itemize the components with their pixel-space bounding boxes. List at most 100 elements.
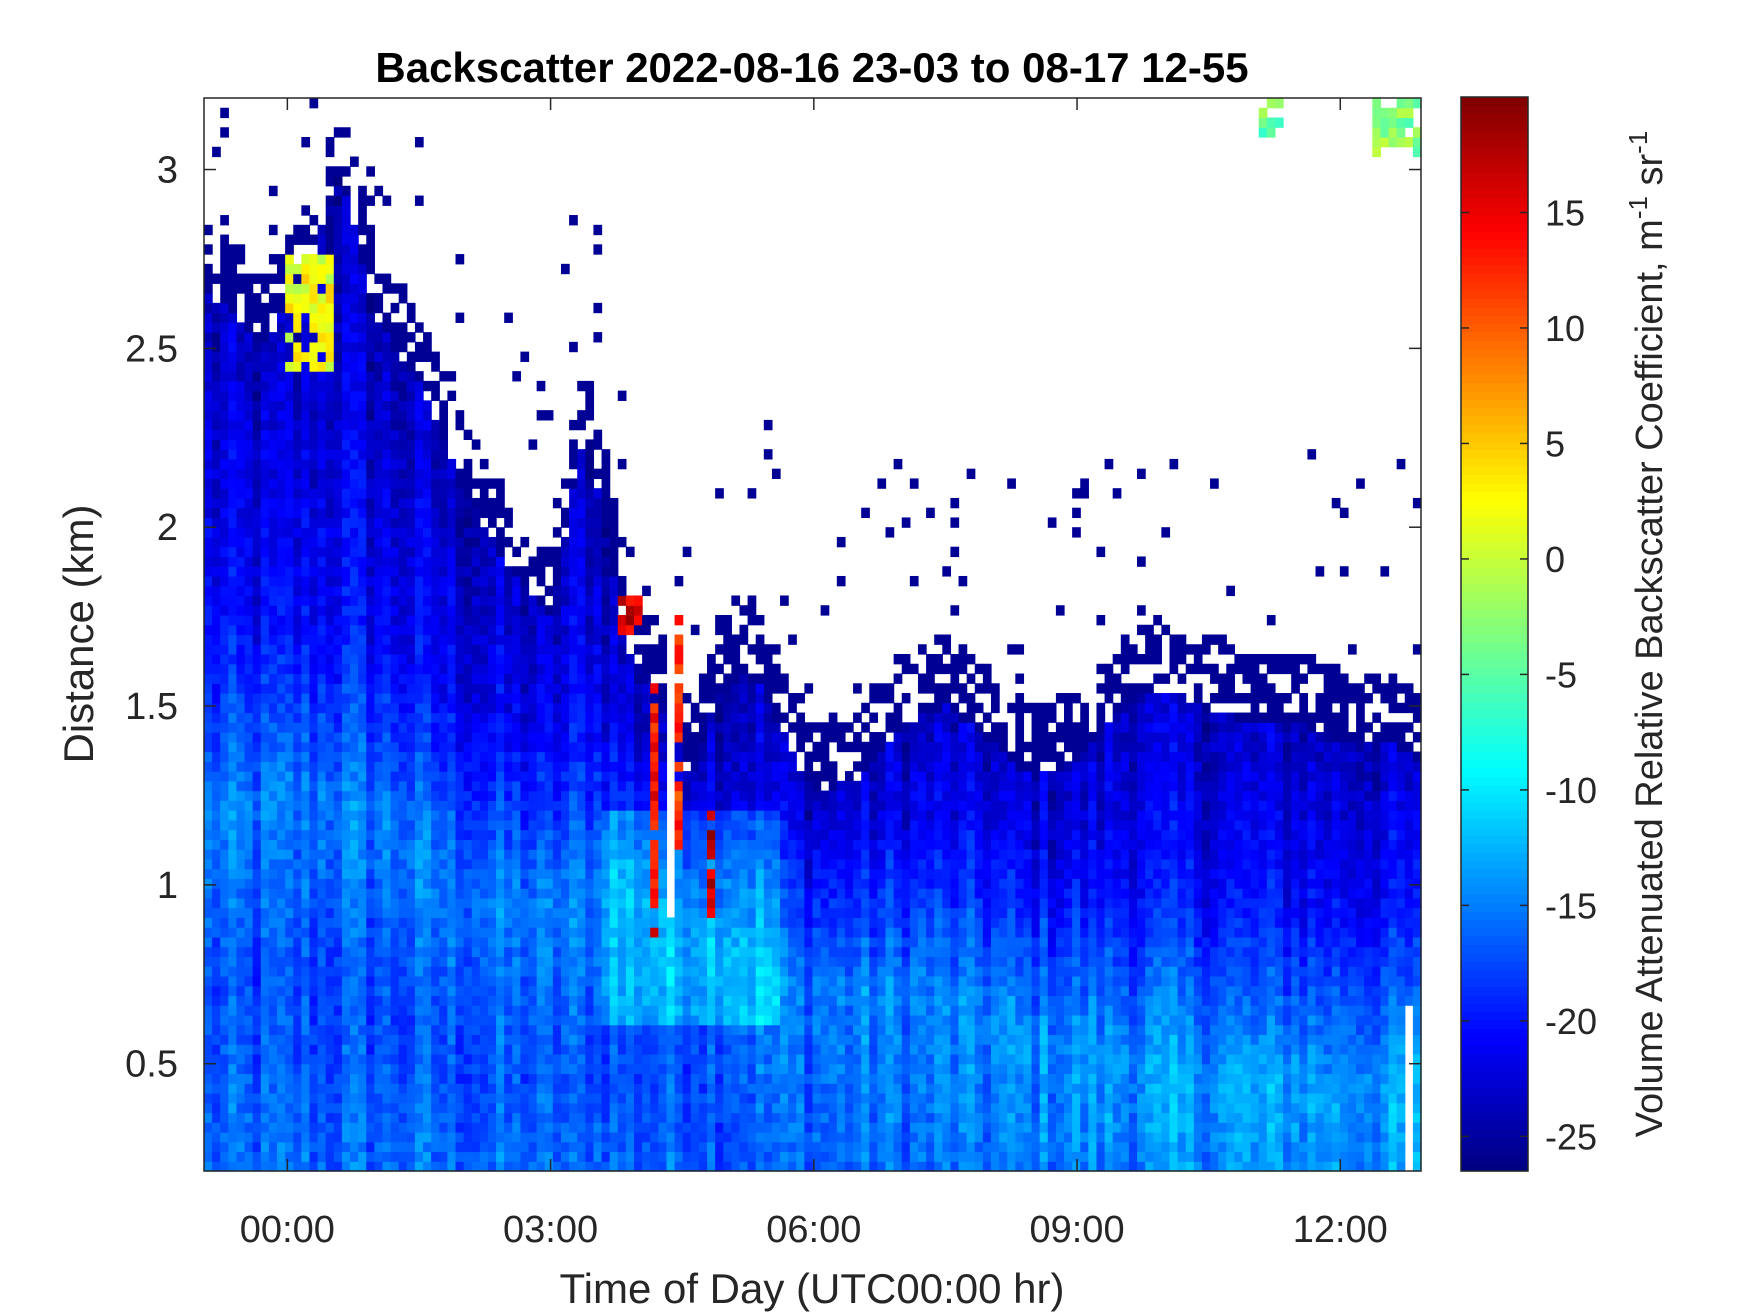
heatmap-cell	[366, 897, 375, 909]
heatmap-cell	[252, 917, 262, 928]
heatmap-cell	[366, 605, 375, 616]
heatmap-cell	[260, 663, 270, 675]
heatmap-cell	[577, 1151, 586, 1162]
heatmap-cell	[569, 488, 578, 499]
heatmap-cell	[398, 634, 408, 645]
heatmap-cell	[341, 1014, 351, 1026]
heatmap-cell	[341, 614, 351, 626]
heatmap-cell	[536, 702, 546, 714]
heatmap-cell	[723, 1122, 732, 1133]
heatmap-cell	[569, 751, 578, 762]
heatmap-cell	[277, 254, 286, 265]
heatmap-cell	[577, 966, 586, 977]
heatmap-cell	[723, 849, 732, 860]
heatmap-cell	[455, 673, 465, 684]
heatmap-cell	[317, 419, 327, 431]
heatmap-cell	[569, 1131, 578, 1143]
heatmap-cell	[463, 556, 473, 567]
heatmap-cell	[398, 488, 408, 499]
heatmap-cell	[228, 1102, 238, 1114]
heatmap-cell	[309, 888, 319, 899]
heatmap-cell	[439, 868, 448, 879]
heatmap-cell	[382, 575, 392, 587]
heatmap-cell	[715, 966, 724, 977]
heatmap-cell	[366, 254, 375, 265]
heatmap-cell	[350, 293, 359, 304]
heatmap-cell	[293, 546, 302, 558]
heatmap-cell	[560, 1073, 570, 1084]
heatmap-cell	[317, 1005, 327, 1016]
heatmap-cell	[496, 654, 505, 665]
heatmap-cell	[634, 790, 643, 801]
heatmap-cell	[398, 1141, 408, 1153]
heatmap-cell	[212, 790, 221, 801]
heatmap-cell	[560, 790, 570, 801]
heatmap-cell	[333, 332, 343, 343]
heatmap-cell	[674, 966, 684, 977]
heatmap-cell	[544, 946, 554, 957]
heatmap-cell	[390, 439, 400, 450]
heatmap-cell	[390, 1083, 400, 1094]
heatmap-cell	[512, 917, 522, 928]
heatmap-cell	[447, 556, 457, 567]
heatmap-cell	[569, 644, 578, 655]
heatmap-cell	[285, 712, 294, 723]
heatmap-cell	[358, 497, 367, 509]
heatmap-cell	[204, 761, 213, 772]
heatmap-cell	[698, 1092, 708, 1104]
heatmap-cell	[382, 1005, 392, 1016]
heatmap-cell	[236, 975, 246, 987]
heatmap-cell	[268, 741, 278, 753]
heatmap-cell	[260, 819, 270, 831]
heatmap-cell	[617, 1083, 627, 1094]
heatmap-cell	[268, 293, 278, 304]
heatmap-cell	[439, 1092, 448, 1104]
heatmap-cell	[496, 1141, 505, 1153]
heatmap-cell	[220, 400, 229, 411]
heatmap-cell	[236, 458, 246, 470]
heatmap-cell	[528, 780, 538, 792]
heatmap-cell	[260, 449, 270, 460]
heatmap-cell	[698, 975, 708, 987]
heatmap-cell	[560, 975, 570, 987]
heatmap-cell	[455, 536, 465, 548]
heatmap-cell	[252, 1141, 262, 1153]
heatmap-cell	[277, 712, 286, 723]
heatmap-cell	[617, 1024, 627, 1036]
heatmap-cell	[325, 595, 335, 606]
heatmap-cell	[577, 624, 586, 636]
heatmap-cell	[479, 917, 489, 928]
heatmap-cell	[674, 1122, 684, 1133]
heatmap-cell	[423, 595, 432, 606]
heatmap-cell	[390, 575, 400, 587]
heatmap-cell	[244, 273, 254, 284]
heatmap-cell	[301, 429, 311, 440]
heatmap-cell	[617, 732, 627, 743]
heatmap-cell	[674, 790, 684, 801]
heatmap-cell	[358, 1102, 367, 1114]
heatmap-cell	[520, 907, 530, 918]
heatmap-cell	[374, 517, 384, 528]
heatmap-cell	[236, 585, 246, 597]
heatmap-cell	[374, 771, 384, 782]
heatmap-cell	[390, 897, 400, 909]
heatmap-cell	[374, 780, 384, 792]
heatmap-cell	[723, 761, 732, 772]
heatmap-cell	[463, 702, 473, 714]
heatmap-cell	[398, 1092, 408, 1104]
heatmap-cell	[609, 907, 619, 918]
heatmap-cell	[536, 927, 546, 938]
heatmap-cell	[414, 741, 424, 753]
heatmap-cell	[585, 1131, 595, 1143]
heatmap-cell	[309, 985, 319, 997]
heatmap-cell	[325, 351, 335, 362]
heatmap-cell	[650, 663, 659, 675]
heatmap-cell	[674, 936, 684, 948]
heatmap-cell	[471, 673, 481, 684]
heatmap-cell	[593, 771, 603, 782]
heatmap-cell	[285, 868, 294, 879]
heatmap-cell	[382, 800, 392, 811]
heatmap-cell	[374, 1161, 384, 1172]
heatmap-cell	[577, 868, 586, 879]
heatmap-cell	[350, 585, 359, 597]
